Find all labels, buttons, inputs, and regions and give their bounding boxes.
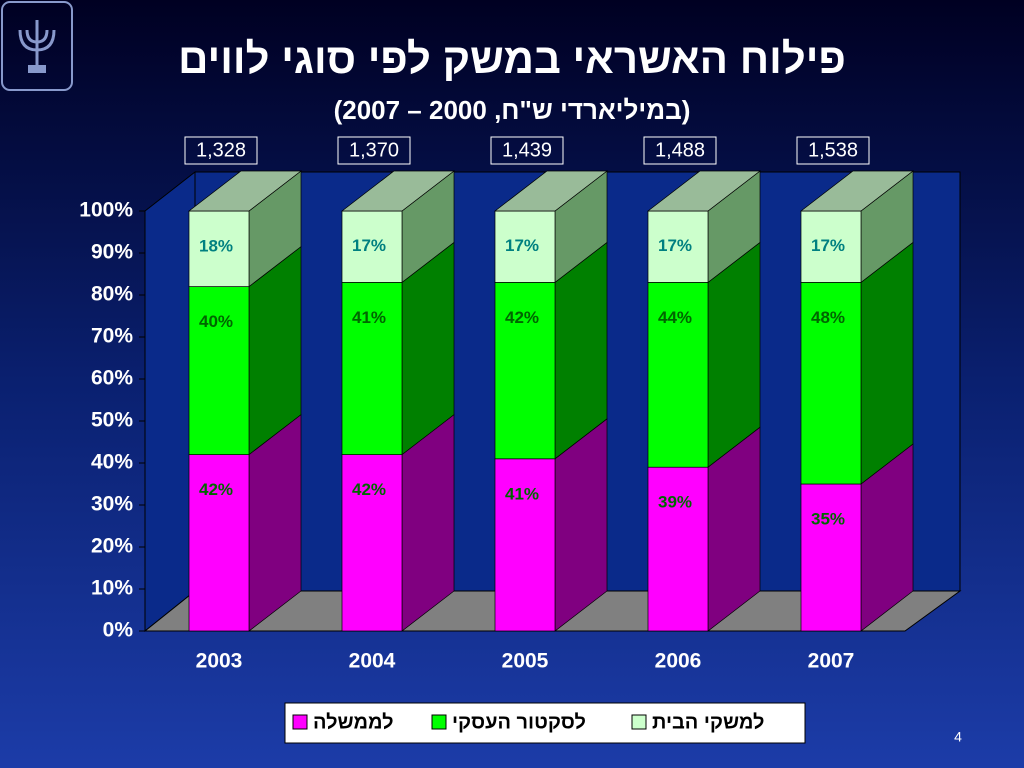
y-tick-label: 20% — [91, 535, 133, 558]
legend-swatch — [631, 714, 647, 730]
y-tick-label: 60% — [91, 367, 133, 390]
bar — [800, 282, 862, 485]
value-label: 42% — [505, 308, 539, 327]
annotation: 1,488 — [655, 139, 705, 161]
bar — [341, 210, 403, 283]
value-label: 42% — [199, 480, 233, 499]
bar — [494, 282, 556, 460]
bar — [341, 454, 403, 632]
legend-swatch — [292, 714, 308, 730]
value-label: 41% — [505, 484, 539, 503]
y-tick-label: 10% — [91, 577, 133, 600]
annotation-box — [184, 136, 258, 165]
emblem — [1, 1, 73, 91]
bar-top — [646, 170, 762, 212]
value-label: 39% — [658, 493, 692, 512]
bar — [188, 210, 250, 287]
legend — [284, 702, 806, 744]
value-label: 48% — [811, 308, 845, 327]
annotation: 1,328 — [196, 139, 246, 161]
bar — [800, 210, 862, 283]
legend-label: למשקי הבית — [652, 711, 764, 733]
legend-swatch — [431, 714, 447, 730]
y-tick-label: 40% — [91, 451, 133, 474]
annotation-box — [796, 136, 870, 165]
annotation-box — [643, 136, 717, 165]
x-tick-label: 2006 — [655, 650, 702, 673]
annotation: 1,538 — [808, 139, 858, 161]
y-tick-label: 100% — [79, 199, 133, 222]
value-label: 17% — [505, 236, 539, 255]
y-tick-label: 70% — [91, 325, 133, 348]
bar-top — [340, 170, 456, 212]
y-tick-label: 90% — [91, 241, 133, 264]
value-label: 41% — [352, 308, 386, 327]
value-label: 17% — [658, 236, 692, 255]
x-tick-label: 2004 — [349, 650, 396, 673]
x-tick-label: 2003 — [196, 650, 243, 673]
bar — [647, 210, 709, 283]
annotation-box — [490, 136, 564, 165]
bar — [647, 282, 709, 468]
slide-number: 4 — [954, 729, 962, 745]
y-tick-label: 50% — [91, 409, 133, 432]
value-label: 17% — [352, 236, 386, 255]
bar — [494, 210, 556, 283]
value-label: 18% — [199, 236, 233, 255]
y-tick-label: 0% — [103, 619, 134, 642]
subtitle: (במיליארדי ש"ח, 2000 – 2007) — [334, 95, 691, 125]
value-label: 44% — [658, 308, 692, 327]
bar — [341, 282, 403, 455]
title: פילוח האשראי במשק לפי סוגי לווים — [178, 35, 846, 82]
y-tick-label: 30% — [91, 493, 133, 516]
x-tick-label: 2005 — [502, 650, 549, 673]
bar — [800, 483, 862, 632]
bar — [188, 286, 250, 455]
annotation: 1,370 — [349, 139, 399, 161]
bar — [647, 466, 709, 632]
value-label: 17% — [811, 236, 845, 255]
legend-label: לממשלה — [313, 711, 394, 733]
x-tick-label: 2007 — [808, 650, 855, 673]
value-label: 42% — [352, 480, 386, 499]
bar-side — [860, 241, 914, 485]
side-wall — [144, 170, 196, 633]
annotation-box — [337, 136, 411, 165]
bar — [188, 454, 250, 632]
annotation: 1,439 — [502, 139, 552, 161]
bar-top — [799, 170, 915, 212]
bar — [494, 458, 556, 632]
value-label: 40% — [199, 312, 233, 331]
bar-top — [187, 170, 303, 212]
y-tick-label: 80% — [91, 283, 133, 306]
legend-label: לסקטור העסקי — [452, 711, 586, 733]
value-label: 35% — [811, 509, 845, 528]
bar-top — [493, 170, 609, 212]
